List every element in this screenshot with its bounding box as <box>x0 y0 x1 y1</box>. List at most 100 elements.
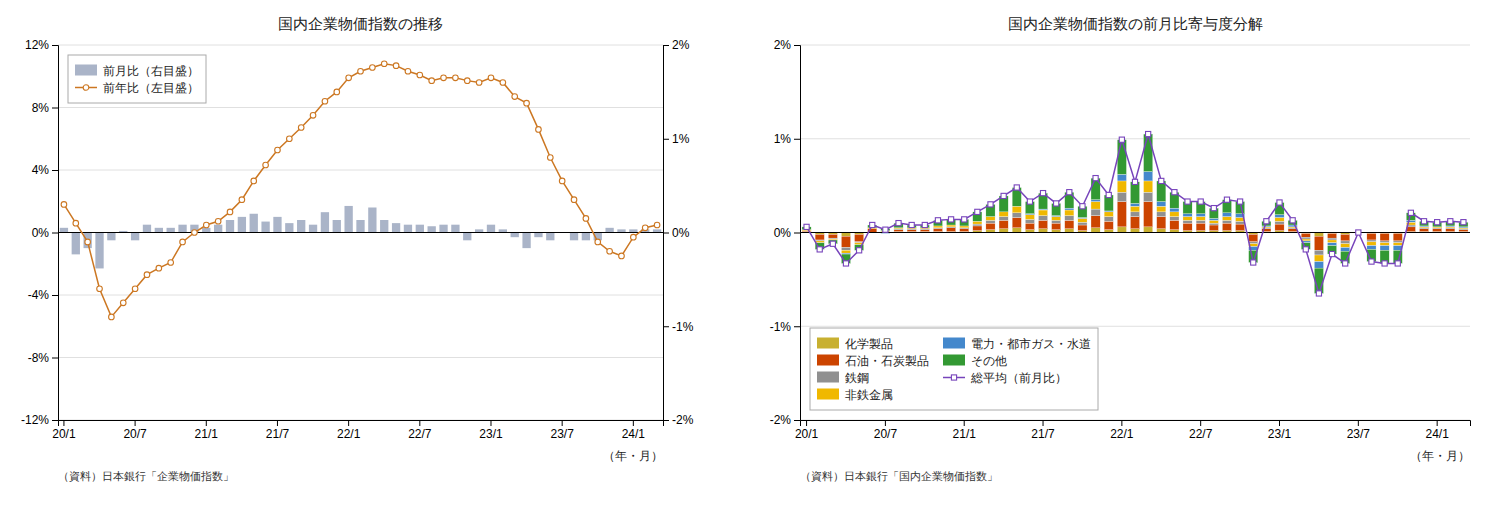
tick: 20/7 <box>874 420 898 441</box>
tick-label: 23/7 <box>550 427 574 441</box>
bar <box>1117 174 1126 181</box>
tick: 23/7 <box>550 420 574 441</box>
tick: 20/7 <box>123 420 147 441</box>
marker <box>310 113 316 119</box>
marker <box>476 80 482 86</box>
marker <box>922 222 927 227</box>
marker <box>417 72 423 78</box>
marker <box>870 222 875 227</box>
tick-mark <box>794 233 800 234</box>
bar <box>1196 214 1205 217</box>
bar <box>1025 219 1034 223</box>
tick-mark <box>1358 420 1359 426</box>
marker <box>817 247 822 252</box>
legend-label: 非鉄金属 <box>845 388 893 402</box>
bar <box>1393 243 1402 246</box>
bar <box>1249 234 1258 242</box>
marker <box>1080 204 1085 209</box>
x-axis-label: （年・月） <box>1410 449 1470 463</box>
bar-series <box>815 192 1468 255</box>
bar <box>1380 233 1389 241</box>
legend-item: 総平均（前月比） <box>943 371 1067 385</box>
bar <box>1341 234 1350 241</box>
tick: 0% <box>774 226 800 240</box>
tick: 22/1 <box>1110 420 1134 441</box>
marker <box>1343 261 1348 266</box>
marker <box>1316 291 1321 296</box>
bar <box>1130 182 1139 204</box>
marker <box>559 178 565 184</box>
bar <box>84 233 92 249</box>
bar <box>960 226 969 228</box>
bar <box>1236 224 1245 231</box>
marker <box>500 80 506 86</box>
x-axis-label: （年・月） <box>603 449 663 463</box>
tick-mark <box>885 420 886 426</box>
axis-line <box>801 421 1471 427</box>
bar <box>933 226 942 228</box>
marker <box>804 224 809 229</box>
marker <box>144 272 150 278</box>
tick: -1% <box>770 320 800 334</box>
grid-line <box>58 107 663 108</box>
zero-line <box>58 232 663 233</box>
bar <box>1275 224 1284 231</box>
tick-label: 23/1 <box>1268 427 1292 441</box>
tick-mark <box>277 420 278 426</box>
line <box>807 134 1464 293</box>
marker <box>883 227 888 232</box>
marker <box>168 260 174 266</box>
tick-label: 21/1 <box>953 427 977 441</box>
legend-marker <box>951 375 956 380</box>
marker <box>322 98 328 104</box>
marker <box>571 197 577 203</box>
bar <box>1052 223 1061 230</box>
bar <box>202 228 210 233</box>
bar <box>404 225 412 233</box>
tick-mark <box>348 420 349 426</box>
grid-line <box>800 326 1470 327</box>
bar <box>1144 227 1153 233</box>
tick: 23/1 <box>479 420 503 441</box>
tick: 22/7 <box>408 420 432 441</box>
tick-label: 21/7 <box>1031 427 1055 441</box>
bar <box>1367 233 1376 240</box>
bar <box>131 233 139 241</box>
marker <box>441 75 447 81</box>
bar <box>1038 220 1047 228</box>
bar <box>416 225 424 233</box>
legend: 前月比（右目盛）前年比（左目盛） <box>68 55 206 103</box>
bar <box>356 220 364 233</box>
marker <box>1198 199 1203 204</box>
marker <box>607 248 613 254</box>
bar <box>1419 227 1428 229</box>
bar <box>522 233 530 249</box>
marker <box>156 265 162 271</box>
bar <box>1209 223 1218 225</box>
marker <box>642 225 648 231</box>
marker <box>109 314 115 320</box>
tick: -12% <box>21 413 58 427</box>
marker <box>948 217 953 222</box>
bar <box>986 217 995 221</box>
bar <box>1196 217 1205 221</box>
bar <box>999 220 1008 228</box>
bar <box>1091 216 1100 228</box>
bar <box>1052 217 1061 221</box>
bar <box>309 225 317 233</box>
bar <box>1065 220 1074 228</box>
tick-mark <box>806 420 807 426</box>
tick-mark <box>52 108 58 109</box>
bar <box>999 229 1008 233</box>
tick: 8% <box>32 101 58 115</box>
bar <box>1367 246 1376 250</box>
bar <box>1117 181 1126 192</box>
zero-line <box>800 232 1470 233</box>
bar <box>1183 217 1192 221</box>
legend-label: 前年比（左目盛） <box>103 81 199 95</box>
bar <box>1144 192 1153 201</box>
marker <box>935 218 940 223</box>
tick-mark <box>419 420 420 426</box>
bar <box>1209 225 1218 231</box>
legend-item: 化学製品 <box>817 337 893 351</box>
